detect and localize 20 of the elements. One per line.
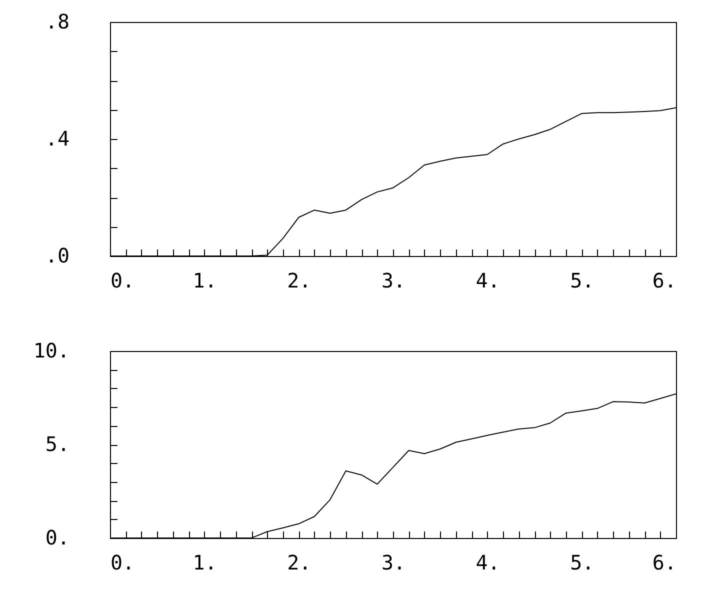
y-tick-label: 5.	[45, 432, 70, 456]
x-tick-label: 2.	[287, 268, 312, 292]
x-tick-label: 6.	[652, 550, 676, 574]
x-tick-label: 4.	[476, 268, 500, 292]
x-tick-label: 5.	[570, 268, 594, 292]
x-tick-label: 3.	[381, 268, 406, 292]
x-tick-label: 2.	[287, 550, 312, 574]
y-tick-label: .8	[45, 10, 70, 34]
y-tick-label: .4	[45, 126, 70, 150]
x-tick-label: 1.	[192, 550, 217, 574]
x-tick-label: 0.	[110, 268, 135, 292]
x-tick-label: 0.	[110, 550, 135, 574]
y-tick-label: .0	[45, 244, 70, 268]
x-tick-label: 6.	[652, 268, 676, 292]
y-tick-label: 10.	[33, 338, 70, 362]
y-tick-label: 0.	[45, 526, 70, 550]
x-tick-label: 4.	[476, 550, 500, 574]
x-tick-label: 1.	[192, 268, 217, 292]
x-tick-label: 5.	[570, 550, 594, 574]
x-tick-label: 3.	[381, 550, 406, 574]
